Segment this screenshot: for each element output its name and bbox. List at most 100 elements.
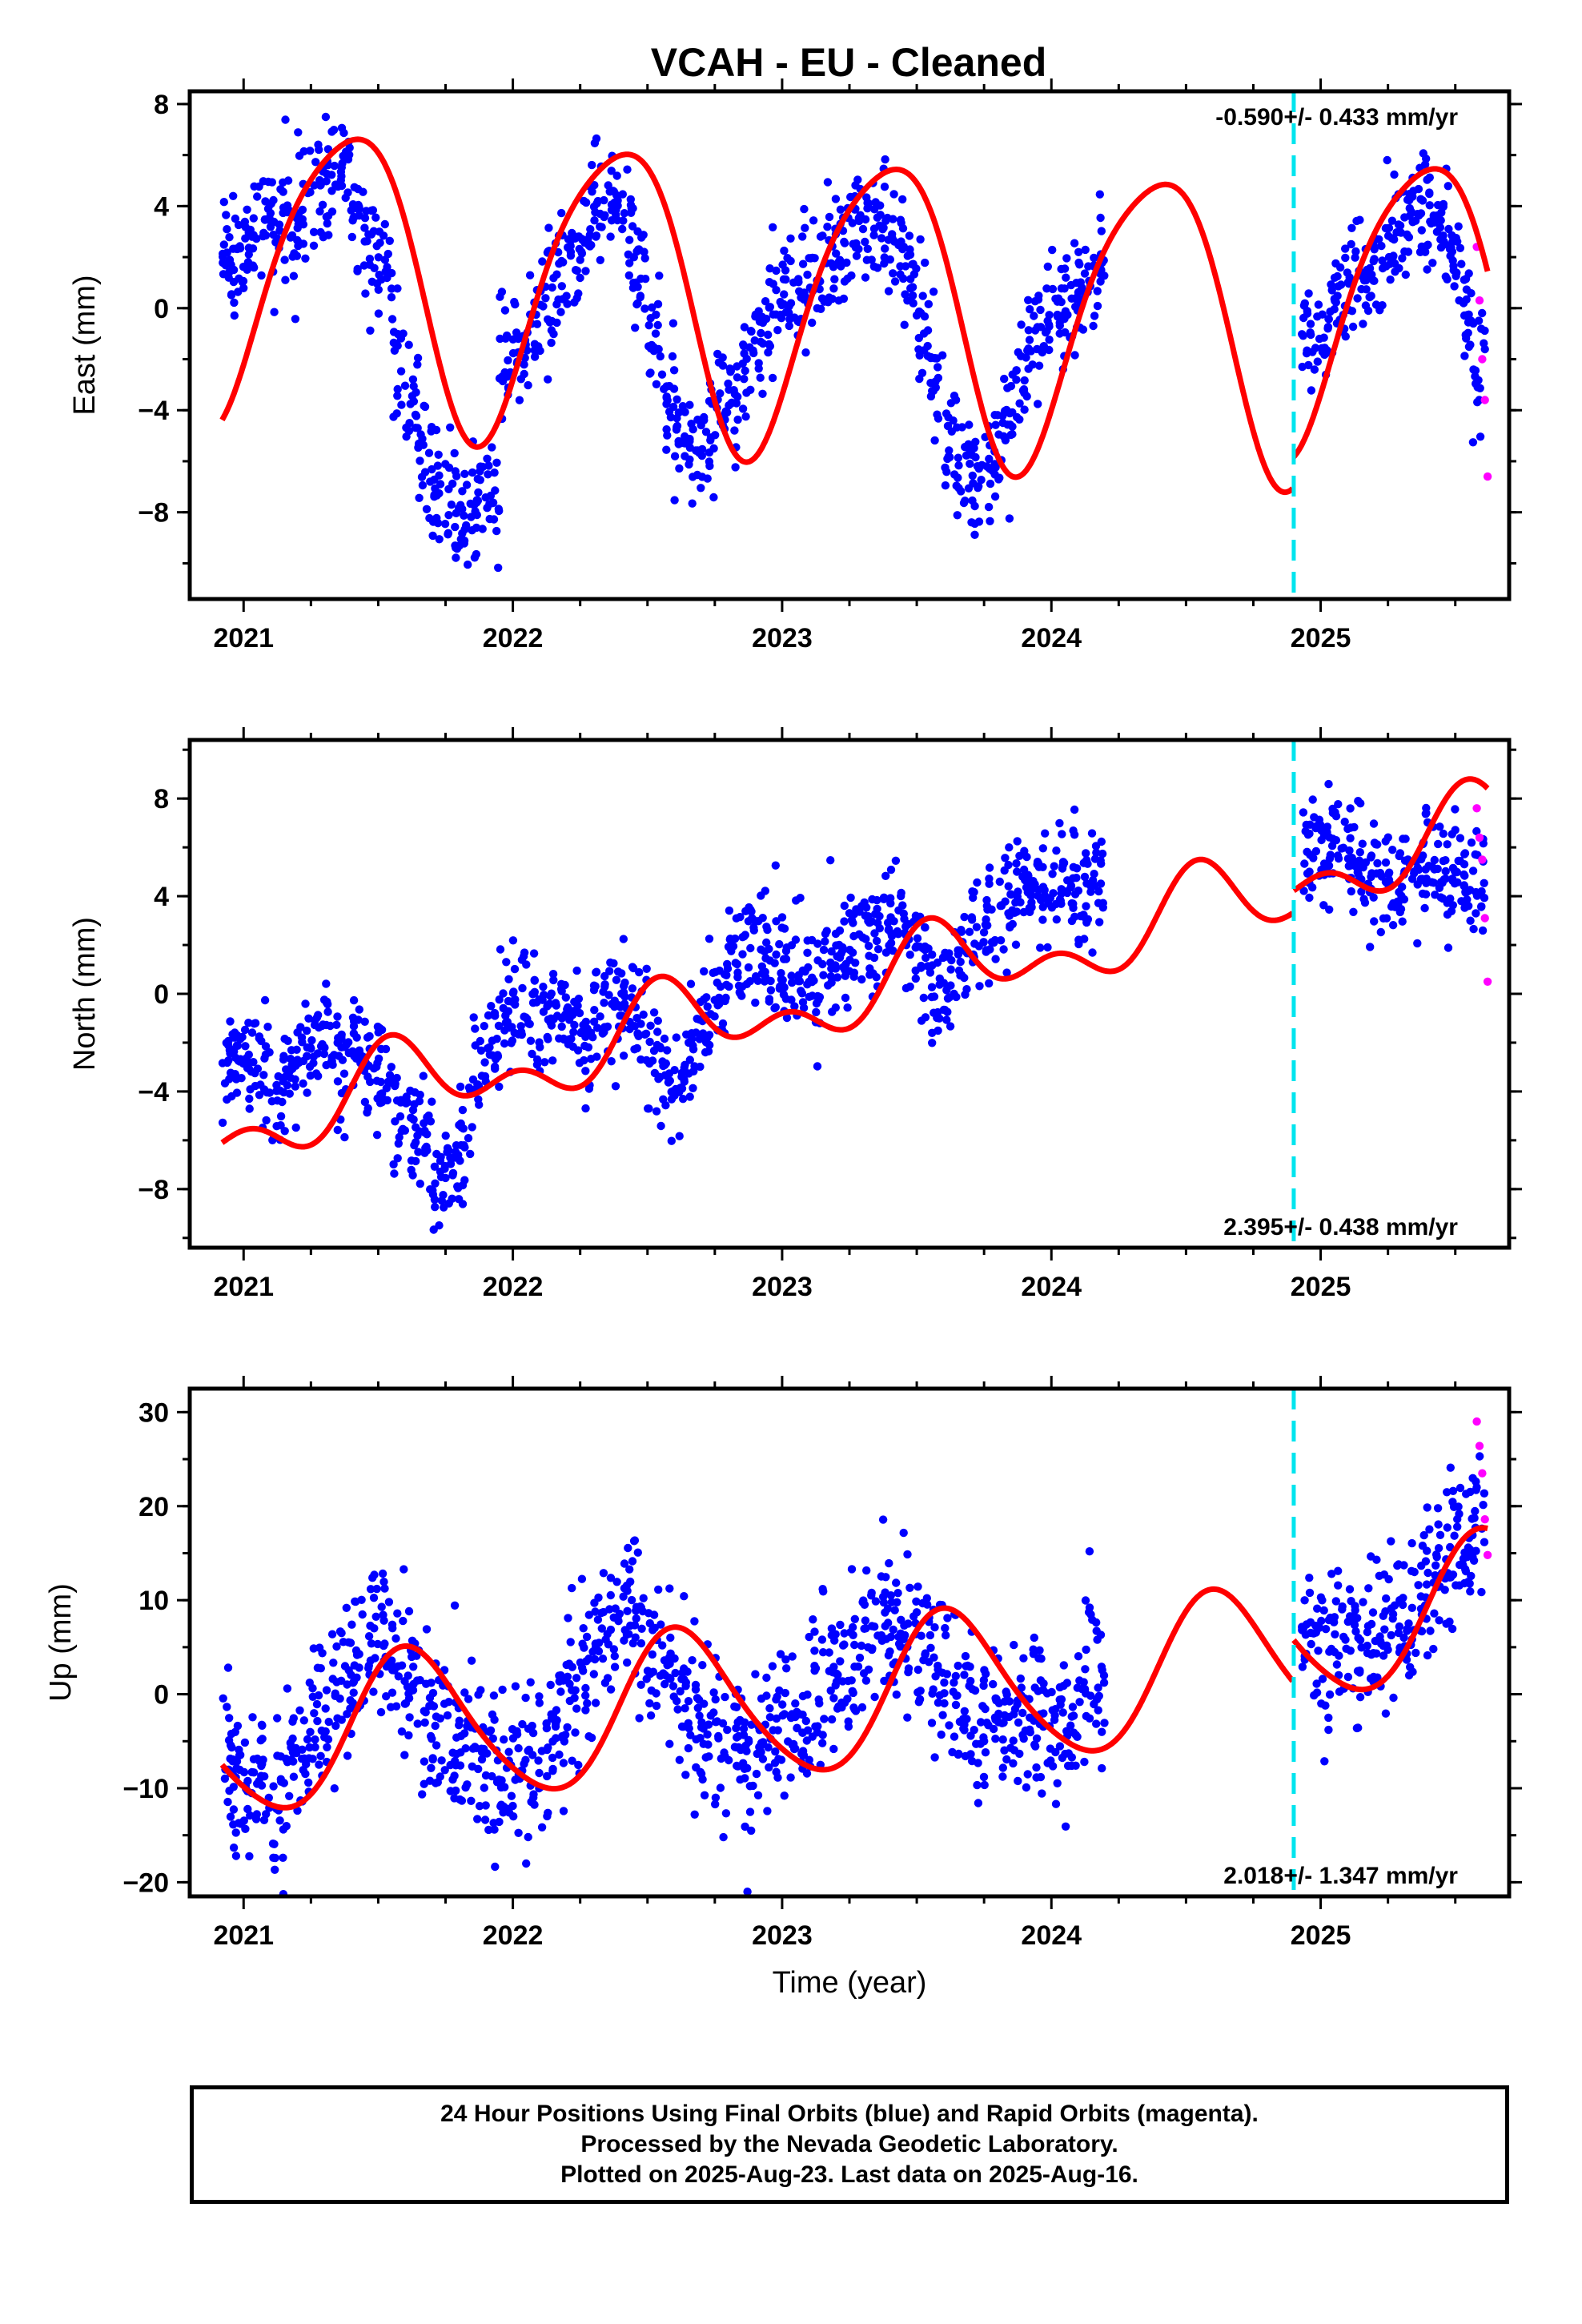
data-point	[670, 1066, 679, 1075]
data-point	[541, 294, 550, 303]
data-point	[808, 318, 817, 328]
data-point	[1055, 318, 1064, 328]
data-point	[509, 1812, 518, 1821]
data-point	[536, 1043, 544, 1051]
data-point	[1012, 366, 1021, 375]
data-point	[725, 1755, 733, 1765]
data-point	[495, 1082, 504, 1092]
x-tick-label: 2021	[213, 1272, 274, 1302]
data-point	[571, 1728, 580, 1737]
data-point	[841, 993, 850, 1003]
data-point	[287, 231, 297, 240]
data-point	[610, 1663, 620, 1671]
data-point	[606, 1574, 616, 1582]
data-point	[1324, 779, 1333, 789]
data-point	[1070, 830, 1079, 839]
data-point	[378, 1089, 387, 1098]
data-point	[941, 948, 950, 958]
data-point	[379, 231, 388, 240]
data-point	[330, 161, 339, 171]
data-point	[1075, 260, 1084, 269]
data-point	[851, 959, 860, 967]
footer-line-2: Processed by the Nevada Geodetic Laborat…	[580, 2131, 1118, 2157]
data-point	[397, 1727, 407, 1736]
data-point	[251, 1815, 261, 1823]
data-point	[827, 964, 836, 973]
data-point	[236, 1751, 245, 1759]
data-point	[600, 999, 608, 1007]
data-point	[413, 353, 423, 363]
data-point	[322, 979, 331, 988]
data-point	[994, 475, 1003, 484]
data-point	[1305, 867, 1314, 876]
data-point	[508, 1801, 517, 1811]
data-point	[1036, 323, 1046, 332]
data-point	[749, 926, 758, 935]
data-point	[854, 214, 864, 223]
data-point	[1069, 1728, 1078, 1737]
data-point	[422, 505, 432, 513]
data-point	[1480, 1489, 1489, 1498]
data-point	[711, 1695, 720, 1704]
data-point	[985, 863, 994, 872]
data-point	[924, 944, 933, 953]
data-point	[303, 1051, 311, 1061]
data-point	[653, 300, 663, 308]
data-point	[555, 1034, 564, 1043]
y-tick-label: 8	[154, 784, 169, 814]
data-point	[481, 1801, 490, 1810]
data-point	[1370, 1674, 1379, 1683]
data-point	[1446, 895, 1455, 903]
data-point	[669, 366, 679, 375]
data-point	[1098, 849, 1107, 858]
data-point	[429, 1702, 439, 1711]
data-point	[1363, 1641, 1372, 1651]
data-point	[985, 979, 994, 988]
data-point	[1089, 321, 1098, 331]
data-point	[1365, 292, 1374, 302]
data-point	[355, 1046, 364, 1055]
data-point	[886, 899, 895, 908]
data-point	[988, 466, 998, 476]
data-point	[280, 1072, 290, 1082]
data-point	[255, 1091, 264, 1100]
data-point	[605, 967, 614, 975]
data-point	[829, 1694, 838, 1703]
data-point	[218, 1118, 227, 1128]
data-point	[1059, 1661, 1069, 1670]
data-point	[271, 1865, 279, 1874]
data-point	[436, 1152, 445, 1162]
data-point	[368, 206, 378, 215]
data-point	[1001, 854, 1010, 862]
data-point	[827, 1715, 837, 1724]
data-point	[863, 244, 873, 253]
data-point	[433, 461, 442, 470]
data-point	[1006, 381, 1016, 391]
data-point	[508, 1036, 517, 1045]
data-point	[1029, 1645, 1038, 1654]
data-point	[1393, 897, 1402, 907]
data-point	[243, 258, 253, 267]
data-point	[905, 1583, 914, 1593]
data-point	[1478, 926, 1488, 935]
data-point	[405, 1713, 414, 1722]
data-point	[259, 1755, 267, 1764]
data-point	[684, 1719, 693, 1727]
data-point	[537, 1823, 547, 1831]
data-point	[1354, 1634, 1363, 1642]
data-point	[529, 949, 539, 958]
data-point	[331, 1721, 340, 1731]
data-point	[792, 896, 801, 905]
data-point	[809, 216, 818, 225]
data-point	[491, 1862, 500, 1872]
data-point	[1038, 915, 1047, 924]
data-point	[1299, 887, 1308, 895]
data-point	[979, 928, 989, 937]
data-point	[379, 1578, 388, 1586]
data-point	[530, 989, 539, 998]
data-point	[337, 181, 347, 191]
data-point	[225, 1714, 234, 1723]
data-point	[740, 1718, 749, 1727]
data-point	[1094, 1691, 1104, 1700]
data-point	[1452, 271, 1460, 280]
